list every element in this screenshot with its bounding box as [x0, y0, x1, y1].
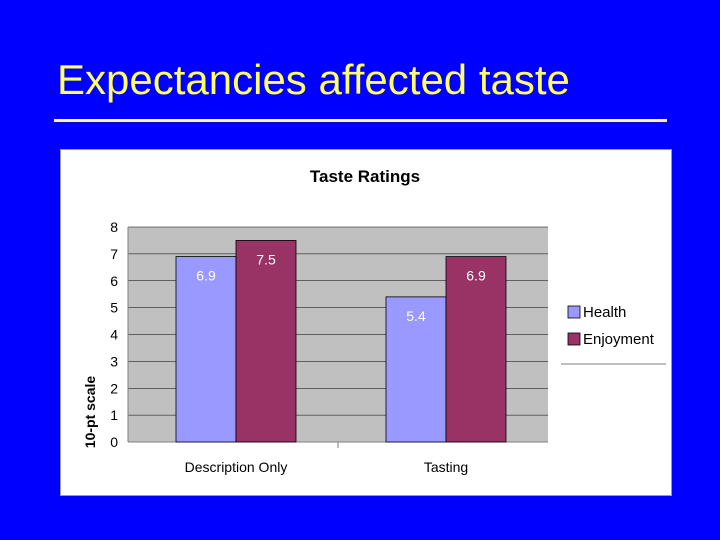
y-axis-label: 10-pt scale: [82, 376, 98, 449]
y-tick-label: 6: [110, 273, 118, 289]
y-tick-label: 7: [110, 246, 118, 262]
y-tick-label: 0: [110, 434, 118, 450]
y-tick-label: 2: [110, 380, 118, 396]
bar-health-1: [175, 256, 237, 443]
y-tick-label: 5: [110, 300, 118, 316]
y-tick-label: 8: [110, 219, 118, 235]
legend-swatch-health: [567, 305, 581, 319]
y-tick-label: 4: [110, 327, 118, 343]
bar-enjoyment-2: [445, 256, 507, 443]
y-tick-label: 1: [110, 407, 118, 423]
taste-ratings-chart: Taste Ratings 0 1 2 3 4 5 6 7 8 6.9 7.5 Description…: [82, 167, 666, 475]
chart-container: Taste Ratings 0 1 2 3 4 5 6 7 8 6.9 7.5 Description…: [60, 149, 672, 496]
chart-title: Taste Ratings: [310, 167, 420, 186]
bar-enjoyment-1: [235, 240, 297, 443]
legend-label-enjoyment: Enjoyment: [583, 331, 655, 348]
data-label: 6.9: [196, 268, 216, 284]
y-tick-label: 3: [110, 353, 118, 369]
data-label: 7.5: [256, 251, 276, 267]
data-label: 5.4: [406, 308, 426, 324]
x-tick-label: Description Only: [185, 459, 288, 475]
bar-health-2: [385, 296, 447, 443]
legend-label-health: Health: [583, 304, 626, 321]
x-tick-label: Tasting: [424, 459, 468, 475]
slide-title: Expectancies affected taste: [57, 56, 570, 103]
legend-swatch-enjoyment: [567, 332, 581, 346]
data-label: 6.9: [466, 268, 486, 284]
title-divider: [54, 119, 667, 122]
legend: Health Enjoyment: [561, 304, 666, 365]
